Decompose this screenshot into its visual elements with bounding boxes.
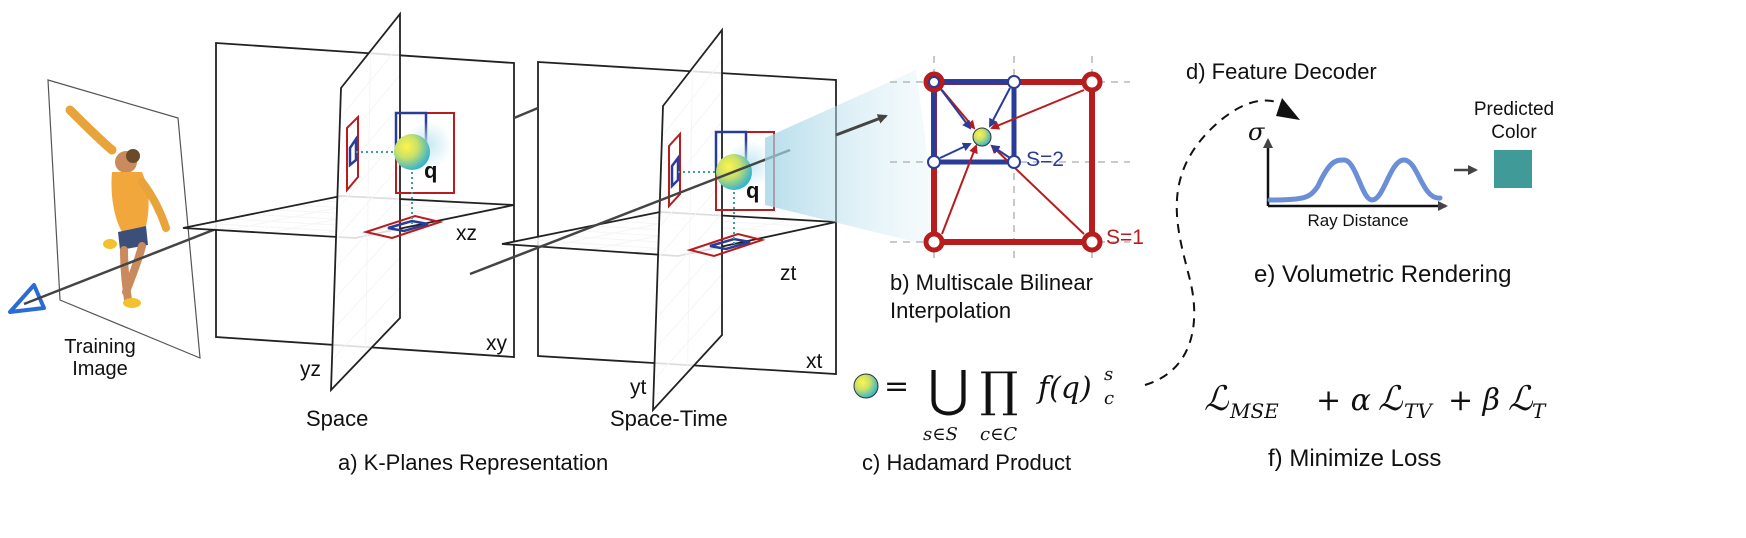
spacetime-query-label: q — [746, 178, 759, 203]
yz-label: yz — [300, 358, 321, 381]
yz-projection-blue — [348, 134, 358, 168]
bilinear-interpolation: S=2 S=1 — [890, 56, 1144, 262]
svg-text:c∈C: c∈C — [980, 424, 1017, 445]
union-symbol: ⋃ — [928, 360, 969, 418]
yt-projection-red — [668, 131, 681, 209]
svg-text:MSE: MSE — [1229, 399, 1279, 423]
decoder-path — [1144, 99, 1291, 386]
predicted-label-line1: Predicted — [1474, 99, 1554, 120]
svg-text:TV: TV — [1404, 399, 1434, 423]
feature-function: f(q) — [1036, 371, 1092, 406]
zt-projection-blue — [709, 237, 751, 251]
predicted-color-swatch — [1494, 150, 1532, 188]
caption-a: a) K-Planes Representation — [338, 450, 608, 475]
yt-label: yt — [630, 376, 647, 399]
yt-plane — [652, 27, 723, 413]
svg-text:c: c — [1104, 388, 1114, 409]
caption-c: c) Hadamard Product — [862, 450, 1071, 475]
space-query-label: q — [424, 158, 437, 183]
xy-label: xy — [486, 332, 508, 355]
caption-b-line2: Interpolation — [890, 298, 1011, 323]
training-image: Training Image — [47, 79, 201, 380]
zoom-arrow — [835, 114, 888, 137]
camera-icon — [8, 283, 46, 314]
svg-text:+ α: + α — [1316, 383, 1371, 418]
yz-projection-red — [346, 114, 359, 193]
training-image-label-line1: Training — [64, 336, 136, 358]
space-title: Space — [306, 406, 368, 431]
svg-text:+ β: + β — [1448, 383, 1500, 418]
caption-b-line1: b) Multiscale Bilinear — [890, 270, 1093, 295]
scale2-label: S=2 — [1026, 148, 1064, 171]
person-figure — [65, 105, 170, 308]
density-curve — [1267, 157, 1443, 203]
svg-text:s: s — [1104, 364, 1113, 385]
zt-projection-red — [686, 232, 766, 258]
xz-projection-red — [362, 214, 444, 240]
svg-text:ℒ: ℒ — [1204, 379, 1230, 419]
zt-label: zt — [780, 262, 797, 285]
svg-text:s∈S: s∈S — [923, 424, 958, 445]
xz-label: xz — [456, 222, 477, 245]
feature-ball-icon — [853, 373, 879, 399]
yt-projection-blue — [670, 154, 680, 190]
spacetime-title: Space-Time — [610, 406, 728, 431]
caption-e: e) Volumetric Rendering — [1254, 261, 1511, 288]
hadamard-formula: = ⋃ ∏ s∈S c∈C f(q) s c — [853, 360, 1114, 445]
product-symbol: ∏ — [980, 362, 1018, 418]
interp-query-point — [972, 127, 992, 147]
zoom-beam — [765, 70, 940, 248]
predicted-label-line2: Color — [1491, 122, 1537, 143]
space-planes: q xz xy yz Space — [182, 11, 515, 431]
scale1-label: S=1 — [1106, 226, 1144, 249]
xt-label: xt — [806, 350, 823, 373]
ray-distance-label: Ray Distance — [1307, 211, 1408, 230]
caption-d: d) Feature Decoder — [1186, 59, 1377, 84]
scale2-cell — [931, 79, 1017, 165]
decoder-arrowhead — [1276, 98, 1300, 120]
svg-text:ℒ: ℒ — [1508, 379, 1534, 419]
svg-text:=: = — [884, 369, 909, 404]
query-point — [394, 134, 430, 170]
volume-render-plot: σ Ray Distance — [1248, 118, 1448, 230]
spacetime-planes: q zt xt yt Space-Time — [501, 27, 837, 431]
xz-projection-blue — [387, 219, 429, 233]
loss-formula: ℒ MSE + α ℒ TV + β ℒ T — [1204, 379, 1547, 423]
svg-text:T: T — [1532, 399, 1547, 423]
svg-text:ℒ: ℒ — [1378, 379, 1404, 419]
training-image-label-line2: Image — [72, 358, 128, 380]
sigma-label: σ — [1248, 118, 1265, 146]
caption-f: f) Minimize Loss — [1268, 445, 1441, 472]
yz-plane — [330, 11, 401, 393]
